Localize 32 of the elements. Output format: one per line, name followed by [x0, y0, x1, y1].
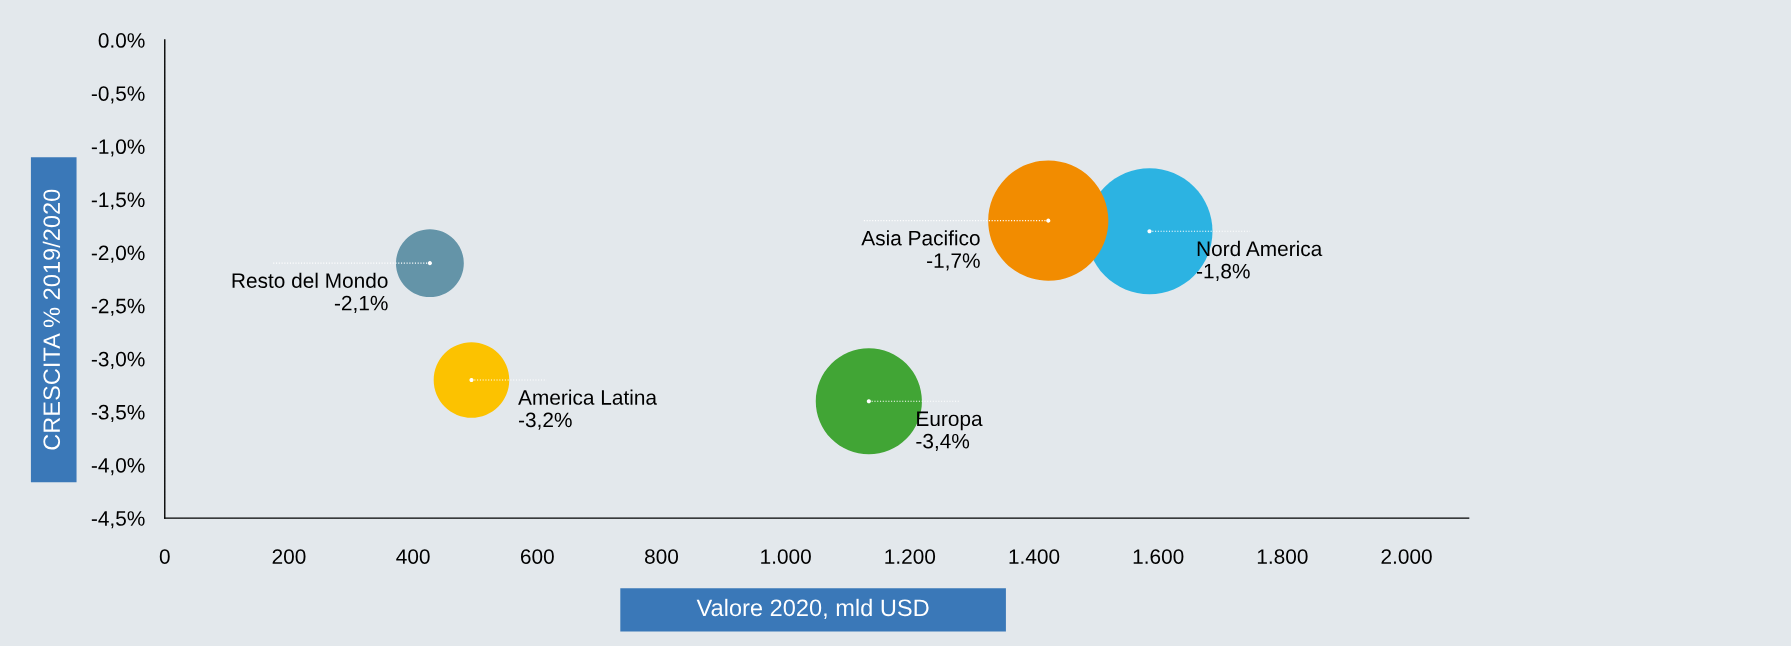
y-tick-label: -4,0% — [91, 457, 145, 476]
series-label: Resto del Mondo — [232, 272, 388, 288]
series-label: Europa — [917, 411, 983, 431]
data-label: -3,2% — [518, 412, 572, 430]
x-tick-label: 2.000 — [1381, 549, 1432, 564]
y-tick-label: -3,5% — [91, 404, 145, 423]
y-tick-label: -1,5% — [91, 192, 145, 210]
data-label: -3,4% — [916, 433, 970, 451]
y-tick-label: -3,0% — [91, 351, 145, 369]
series-label: Asia Pacifico — [861, 230, 980, 246]
y-tick-label: -2,5% — [91, 298, 145, 316]
series-label: America Latina — [518, 389, 658, 405]
x-tick-label: 200 — [272, 549, 306, 564]
x-axis-title: Valore 2020, mld USD — [696, 598, 929, 619]
x-tick-label: 1.200 — [885, 549, 936, 564]
x-tick-label: 1.800 — [1257, 549, 1308, 564]
y-tick-label: -1,0% — [91, 139, 145, 157]
x-tick-label: 1.000 — [761, 549, 811, 564]
data-label: -1,7% — [927, 253, 980, 271]
x-tick-label: 1.400 — [1009, 549, 1060, 564]
y-tick-label: -2,0% — [91, 245, 145, 263]
x-tick-label: 800 — [645, 549, 679, 564]
data-label: -2,1% — [334, 295, 388, 313]
y-tick-label: 0.0% — [98, 33, 145, 48]
data-label: -1,8% — [1196, 263, 1250, 282]
x-tick-label: 0 — [159, 549, 170, 564]
y-axis-title: CRESCITA % 2019/2020 — [42, 189, 61, 450]
x-tick-label: 1.600 — [1133, 549, 1184, 564]
y-tick-label: -4,5% — [91, 511, 145, 529]
x-tick-label: 600 — [520, 549, 554, 564]
x-tick-label: 400 — [396, 549, 430, 564]
y-tick-label: -0,5% — [91, 86, 145, 104]
